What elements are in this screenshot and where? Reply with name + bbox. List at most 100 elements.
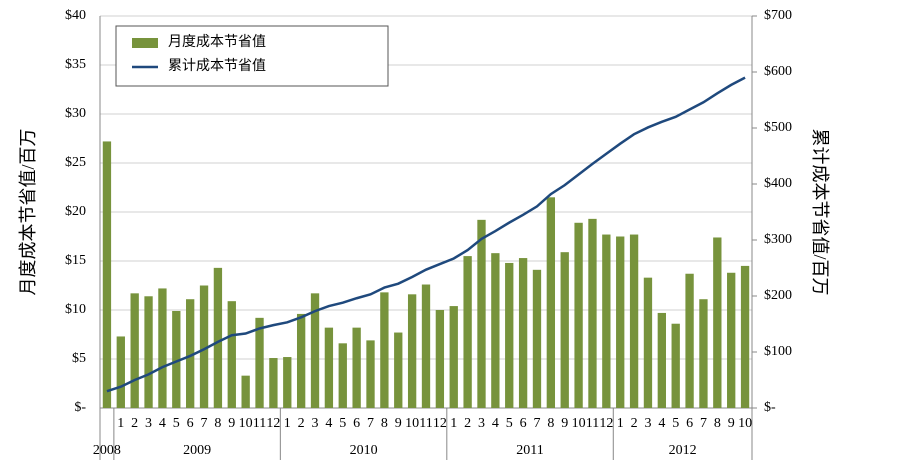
bar — [102, 141, 112, 408]
bar — [352, 327, 361, 408]
x-tick-label: 3 — [478, 416, 485, 431]
x-group-label: 2010 — [350, 443, 378, 458]
bar — [324, 327, 334, 408]
bar — [116, 336, 125, 408]
bar — [491, 253, 500, 408]
y-tick-label: $10 — [65, 302, 86, 317]
bar — [213, 267, 223, 408]
bar — [699, 299, 708, 408]
y-tick-label: $5 — [72, 351, 86, 366]
bar — [505, 262, 514, 408]
bar — [463, 256, 472, 408]
bar — [740, 265, 750, 408]
x-tick-label: 5 — [173, 416, 180, 431]
bar — [518, 258, 528, 408]
bar — [574, 222, 583, 408]
y2-tick-label: $300 — [764, 232, 792, 247]
bar — [380, 292, 389, 408]
legend-swatch — [132, 38, 158, 48]
x-tick-label: 5 — [339, 416, 346, 431]
x-tick-label: 9 — [395, 416, 402, 431]
bar — [158, 288, 167, 408]
x-tick-label: 8 — [547, 416, 554, 431]
bar — [172, 310, 181, 408]
x-tick-label: 4 — [658, 416, 665, 431]
bar — [643, 277, 653, 408]
bar — [227, 301, 236, 408]
bar — [338, 343, 347, 408]
x-tick-label: 1 — [284, 416, 291, 431]
x-tick-label: 7 — [367, 416, 374, 431]
x-tick-label: 2 — [464, 416, 471, 431]
x-tick-label: 1 — [450, 416, 457, 431]
x-tick-label: 8 — [214, 416, 221, 431]
y-tick-label: $15 — [65, 253, 86, 268]
x-tick-label: 3 — [145, 416, 152, 431]
x-tick-label: 1 — [117, 416, 124, 431]
bar — [199, 285, 209, 408]
bar — [421, 284, 431, 408]
bar — [186, 299, 195, 408]
bar — [255, 317, 264, 408]
legend-label: 月度成本节省值 — [168, 34, 266, 50]
x-tick-label: 1 — [617, 416, 624, 431]
x-tick-label: 10 — [239, 416, 253, 431]
y2-tick-label: $- — [764, 400, 776, 415]
x-tick-label: 12 — [266, 416, 280, 431]
bar — [546, 197, 556, 408]
x-tick-label: 5 — [506, 416, 513, 431]
y-tick-label: $30 — [65, 106, 86, 121]
x-tick-label: 11 — [253, 416, 266, 431]
x-tick-label: 2 — [131, 416, 138, 431]
x-tick-label: 10 — [572, 416, 586, 431]
x-tick-label: 12 — [433, 416, 447, 431]
x-tick-label: 4 — [325, 416, 332, 431]
y-tick-label: $- — [74, 400, 86, 415]
x-group-label: 2011 — [516, 443, 543, 458]
x-tick-label: 7 — [533, 416, 540, 431]
bar — [130, 293, 139, 408]
x-tick-label: 9 — [228, 416, 235, 431]
x-tick-label: 9 — [561, 416, 568, 431]
x-tick-label: 10 — [405, 416, 419, 431]
y2-tick-label: $200 — [764, 288, 792, 303]
legend-box — [115, 25, 389, 87]
bar — [241, 375, 250, 408]
x-tick-label: 6 — [353, 416, 360, 431]
bar — [144, 296, 153, 408]
y2-tick-label: $500 — [764, 120, 792, 135]
bar — [671, 323, 680, 408]
y-tick-label: $20 — [65, 204, 86, 219]
x-group-label: 2012 — [669, 443, 697, 458]
x-tick-label: 11 — [419, 416, 432, 431]
line — [106, 76, 746, 393]
x-tick-label: 4 — [492, 416, 499, 431]
bar — [616, 236, 625, 408]
x-group-label: 2009 — [183, 443, 211, 458]
x-tick-label: 6 — [686, 416, 693, 431]
bar — [532, 269, 542, 408]
y-tick-label: $25 — [65, 155, 86, 170]
x-tick-label: 2 — [631, 416, 638, 431]
y-axis-title: 月度成本节省值/百万 — [18, 128, 38, 295]
x-group-label: 2008 — [93, 443, 121, 458]
legend-label: 累计成本节省值 — [168, 58, 266, 74]
x-tick-label: 7 — [201, 416, 208, 431]
x-tick-label: 6 — [187, 416, 194, 431]
y2-tick-label: $400 — [764, 176, 792, 191]
bar — [588, 218, 597, 408]
x-tick-label: 9 — [728, 416, 735, 431]
bar — [435, 310, 445, 408]
x-tick-label: 8 — [381, 416, 388, 431]
bar — [366, 340, 375, 408]
bar — [407, 294, 417, 408]
x-tick-label: 8 — [714, 416, 721, 431]
x-tick-label: 6 — [520, 416, 527, 431]
bar — [449, 306, 458, 408]
x-tick-label: 5 — [672, 416, 679, 431]
y2-tick-label: $100 — [764, 344, 792, 359]
x-tick-label: 3 — [312, 416, 319, 431]
bar — [296, 313, 306, 408]
y2-tick-label: $600 — [764, 64, 792, 79]
